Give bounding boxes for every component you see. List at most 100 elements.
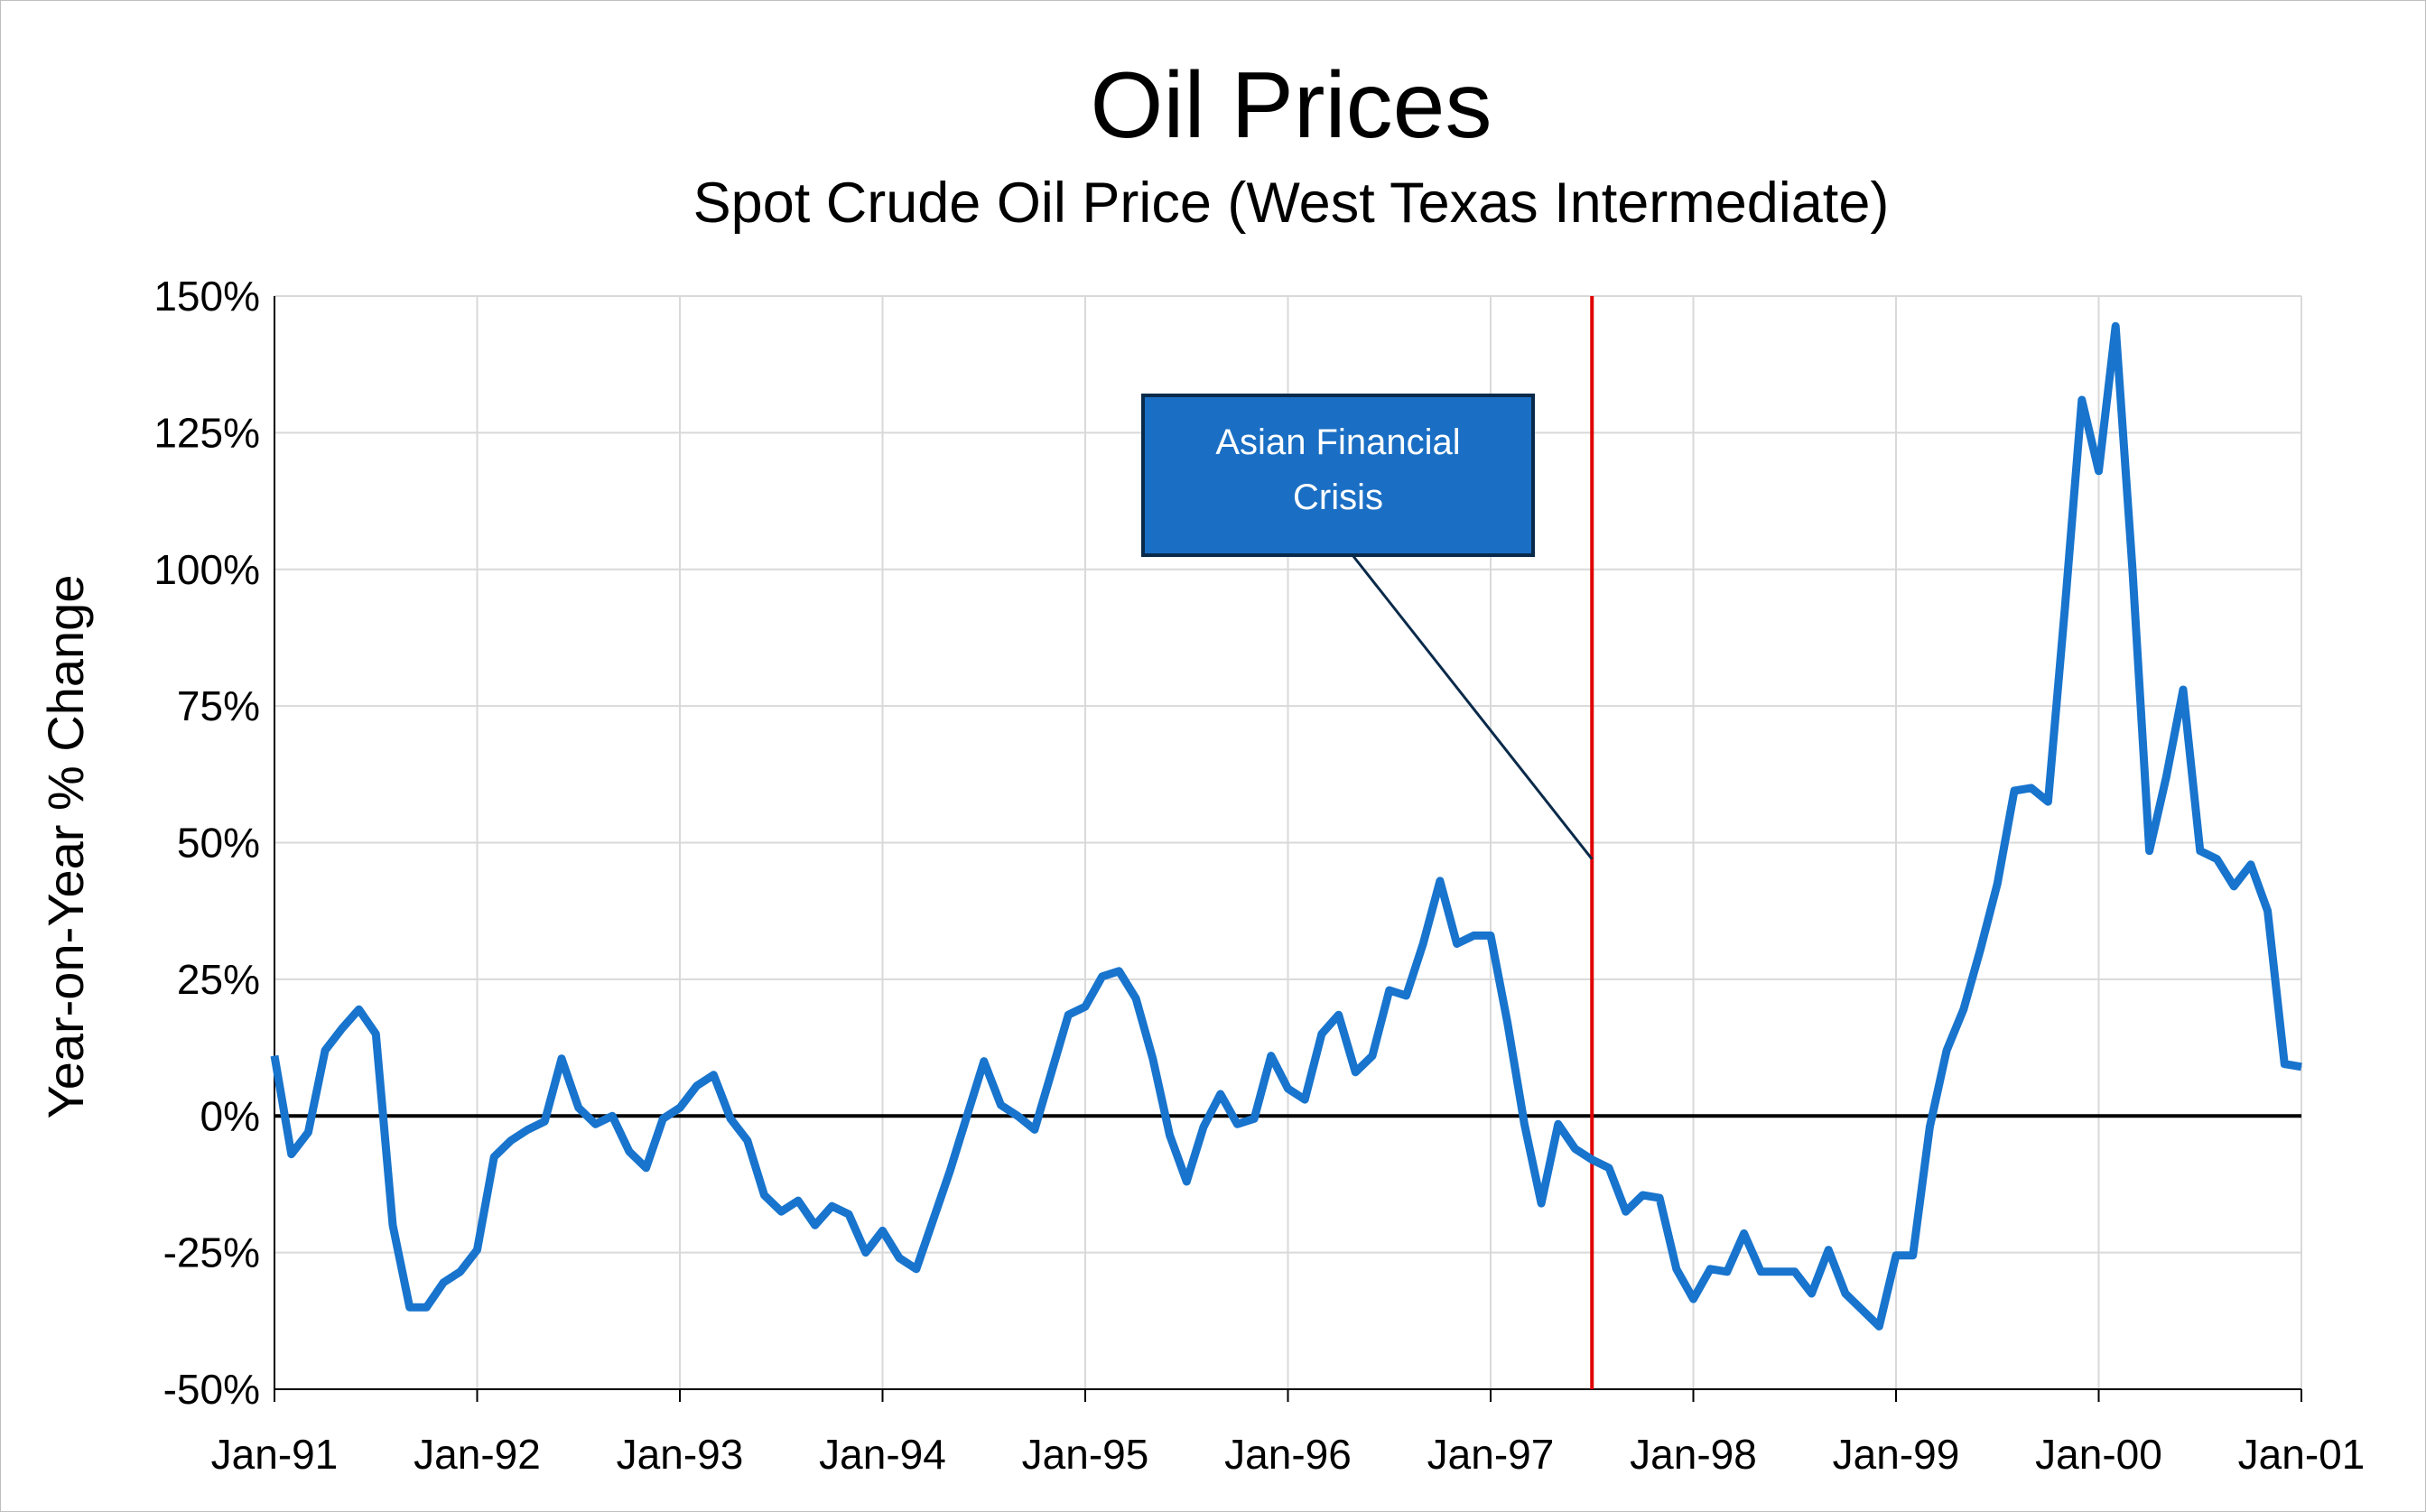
- data-point: [409, 1306, 411, 1308]
- x-tick-label: Jan-97: [1427, 1431, 1555, 1478]
- y-axis-label: Year-on-Year % Change: [37, 575, 94, 1119]
- data-point: [274, 1055, 275, 1057]
- y-tick-label: 150%: [153, 273, 260, 320]
- annotation-leader-line: [1351, 554, 1594, 860]
- data-point: [1354, 1071, 1356, 1073]
- data-point: [712, 1074, 714, 1076]
- annotation-box: [1141, 394, 1535, 557]
- data-point: [1034, 1128, 1036, 1130]
- data-point: [510, 1140, 512, 1141]
- data-point: [1422, 943, 1424, 944]
- data-point: [2267, 910, 2269, 912]
- data-point: [1676, 1268, 1678, 1270]
- y-tick-label: 75%: [177, 682, 260, 729]
- data-point: [1389, 989, 1390, 991]
- data-point: [2098, 470, 2099, 472]
- data-point: [983, 1061, 985, 1062]
- data-point: [2301, 1066, 2302, 1068]
- data-point: [898, 1257, 900, 1259]
- data-point: [1220, 1093, 1222, 1095]
- data-point: [1169, 1134, 1170, 1136]
- data-point: [477, 1249, 478, 1251]
- data-point: [1608, 1167, 1610, 1169]
- data-point: [493, 1156, 495, 1158]
- x-tick-label: Jan-92: [414, 1431, 541, 1478]
- data-point: [1051, 1071, 1053, 1073]
- data-point: [1236, 1123, 1238, 1125]
- data-point: [1185, 1181, 1187, 1183]
- data-point: [1912, 1255, 1914, 1257]
- x-tick-label: Jan-01: [2238, 1431, 2366, 1478]
- data-point: [1980, 949, 1981, 951]
- data-point: [882, 1229, 883, 1231]
- data-point: [1540, 1202, 1542, 1204]
- data-point: [1641, 1194, 1643, 1196]
- data-point: [1152, 1058, 1154, 1060]
- data-point: [966, 1115, 968, 1117]
- data-point: [1709, 1268, 1711, 1270]
- data-point: [1827, 1249, 1829, 1251]
- x-tick-label: Jan-99: [1833, 1431, 1960, 1478]
- annotation: Asian Financial Crisis: [1141, 394, 1594, 860]
- data-point: [1625, 1211, 1627, 1212]
- x-tick-labels: Jan-91 Jan-92 Jan-93 Jan-94 Jan-95 Jan-96 Jan-…: [211, 1431, 2366, 1478]
- y-tick-label: 25%: [177, 956, 260, 1003]
- data-point: [595, 1123, 596, 1125]
- x-tick-label: Jan-94: [819, 1431, 946, 1478]
- data-point: [1557, 1123, 1559, 1125]
- data-point: [442, 1282, 444, 1284]
- data-point: [730, 1118, 731, 1119]
- series-layer: [270, 321, 2302, 1331]
- data-point: [2149, 850, 2151, 852]
- chart-title: Oil Prices: [1091, 53, 1492, 158]
- x-tick-label: Jan-96: [1224, 1431, 1352, 1478]
- data-point: [1118, 970, 1120, 972]
- data-point: [2182, 689, 2184, 691]
- data-point: [611, 1115, 613, 1117]
- data-point: [1456, 943, 1458, 944]
- data-point: [780, 1211, 782, 1212]
- data-point: [1575, 1148, 1576, 1150]
- data-point: [1862, 1309, 1864, 1311]
- data-point: [1490, 934, 1492, 936]
- data-point: [1000, 1104, 1001, 1106]
- data-point: [628, 1151, 630, 1153]
- data-point: [324, 1050, 326, 1052]
- data-point: [2013, 790, 2015, 792]
- data-point: [392, 1224, 394, 1226]
- data-point: [1591, 1159, 1593, 1161]
- data-point: [1996, 883, 1998, 885]
- data-point: [1693, 1298, 1694, 1300]
- x-tick-label: Jan-98: [1630, 1431, 1757, 1478]
- data-point: [527, 1128, 529, 1130]
- data-point: [1743, 1232, 1745, 1234]
- data-point: [425, 1306, 427, 1308]
- data-point: [544, 1120, 545, 1122]
- data-point: [2132, 569, 2133, 570]
- data-point: [2165, 776, 2167, 778]
- data-point: [291, 1154, 293, 1155]
- x-tick-label: Jan-00: [2035, 1431, 2162, 1478]
- data-point: [1794, 1271, 1796, 1273]
- data-point: [1878, 1325, 1880, 1327]
- data-point: [848, 1213, 850, 1215]
- data-point: [2199, 850, 2201, 852]
- x-tick-label: Jan-93: [617, 1431, 744, 1478]
- data-point: [1067, 1014, 1069, 1016]
- y-tick-labels: -50% -25% 0% 25% 50% 75% 100% 125% 150%: [153, 273, 260, 1413]
- data-point: [1659, 1197, 1660, 1199]
- data-point: [341, 1027, 343, 1029]
- data-point: [1523, 1123, 1525, 1125]
- data-point: [696, 1085, 698, 1087]
- data-point: [1304, 1099, 1306, 1100]
- chart-subtitle: Spot Crude Oil Price (West Texas Interme…: [693, 172, 1890, 235]
- data-point: [307, 1131, 309, 1133]
- y-tick-label: -50%: [163, 1366, 260, 1413]
- data-point: [1270, 1055, 1272, 1057]
- data-point: [949, 1170, 951, 1172]
- y-tick-label: 0%: [200, 1092, 260, 1139]
- x-tick-label: Jan-95: [1022, 1431, 1149, 1478]
- data-point: [865, 1252, 867, 1254]
